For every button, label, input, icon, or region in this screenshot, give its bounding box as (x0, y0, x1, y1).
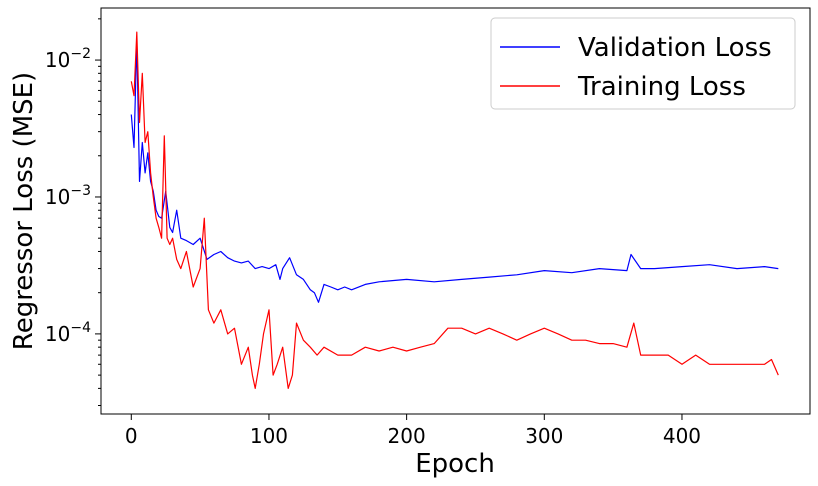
plot-frame (100, 7, 811, 415)
legend-box (490, 17, 796, 110)
y-tick-label: 10−3 (45, 183, 91, 209)
x-tick-label: 300 (525, 424, 563, 448)
y-tick-label: 10−2 (45, 46, 91, 72)
x-axis: 0 100 200 300 400 (125, 414, 701, 448)
x-tick-label: 200 (388, 424, 426, 448)
legend-label-validation: Validation Loss (578, 33, 772, 63)
x-tick-label: 100 (250, 424, 288, 448)
y-tick-label: 10−4 (45, 320, 91, 346)
y-axis: 10−4 10−3 10−2 (45, 18, 101, 406)
series-line-training (130, 31, 779, 389)
plot-area (130, 31, 779, 389)
legend: Validation Loss Training Loss (490, 17, 796, 110)
x-tick-label: 0 (125, 424, 138, 448)
legend-label-training: Training Loss (577, 72, 746, 102)
x-axis-label: Epoch (415, 449, 495, 479)
series-line-validation (130, 39, 779, 303)
y-axis-label: Regressor Loss (MSE) (9, 72, 39, 350)
x-tick-label: 400 (663, 424, 701, 448)
